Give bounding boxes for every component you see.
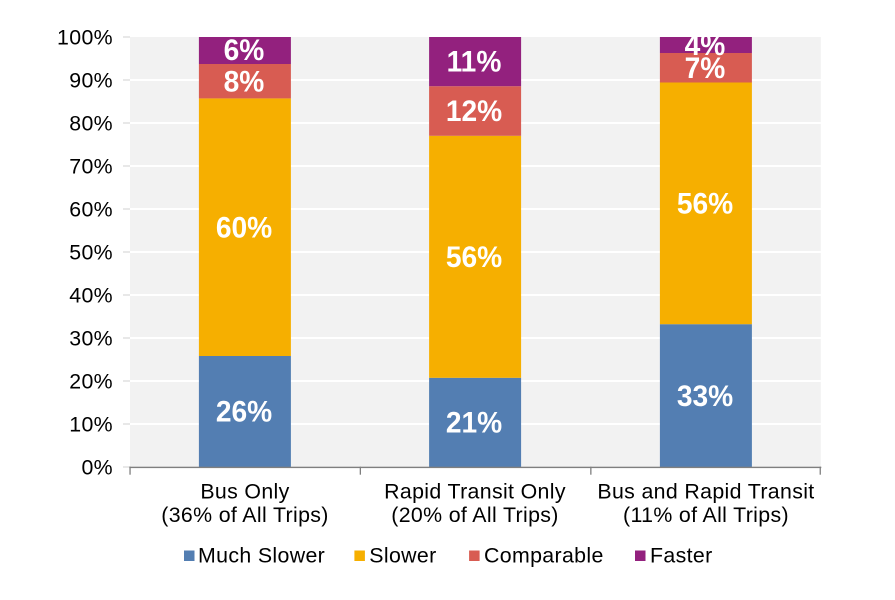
svg-text:10%: 10% (69, 412, 113, 436)
svg-text:Faster: Faster (650, 543, 713, 567)
svg-text:Bus Only: Bus Only (200, 480, 289, 504)
svg-text:8%: 8% (224, 66, 265, 99)
svg-text:Much Slower: Much Slower (198, 543, 325, 567)
svg-text:50%: 50% (69, 240, 113, 264)
svg-text:7%: 7% (685, 53, 726, 86)
svg-text:20%: 20% (69, 369, 113, 393)
svg-text:(36% of All Trips): (36% of All Trips) (161, 503, 329, 527)
svg-text:(11% of All Trips): (11% of All Trips) (623, 503, 789, 527)
svg-text:21%: 21% (446, 407, 502, 440)
svg-text:26%: 26% (216, 396, 272, 429)
svg-text:33%: 33% (677, 380, 733, 413)
svg-text:60%: 60% (69, 197, 113, 221)
svg-text:80%: 80% (69, 111, 113, 135)
svg-text:Bus and Rapid Transit: Bus and Rapid Transit (597, 480, 814, 504)
svg-text:6%: 6% (224, 34, 265, 67)
svg-text:30%: 30% (69, 326, 113, 350)
svg-text:11%: 11% (447, 46, 502, 79)
svg-text:56%: 56% (677, 188, 733, 221)
svg-text:12%: 12% (446, 96, 502, 129)
svg-text:70%: 70% (69, 154, 113, 178)
svg-text:Rapid Transit Only: Rapid Transit Only (384, 480, 566, 504)
svg-text:(20% of All Trips): (20% of All Trips) (391, 503, 559, 527)
svg-text:100%: 100% (57, 25, 113, 49)
svg-text:90%: 90% (69, 68, 113, 92)
svg-text:Slower: Slower (369, 543, 436, 567)
svg-text:Comparable: Comparable (484, 543, 604, 567)
svg-text:4%: 4% (685, 30, 726, 63)
svg-text:0%: 0% (81, 455, 113, 479)
svg-text:40%: 40% (69, 283, 113, 307)
svg-text:60%: 60% (216, 212, 272, 245)
svg-text:56%: 56% (446, 241, 502, 274)
